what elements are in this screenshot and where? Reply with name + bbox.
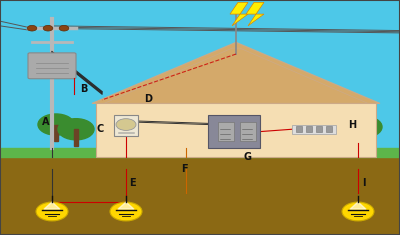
Bar (0, 148, 400, 157)
Polygon shape (92, 42, 380, 103)
Circle shape (58, 119, 94, 140)
Polygon shape (246, 2, 264, 26)
Circle shape (116, 119, 136, 130)
Bar (326, 126, 332, 132)
Text: C: C (96, 124, 104, 134)
Polygon shape (44, 202, 60, 209)
Bar (0, 0, 400, 157)
Text: D: D (144, 94, 152, 104)
Circle shape (302, 114, 338, 135)
Bar (306, 126, 312, 132)
Circle shape (59, 25, 69, 31)
Text: F: F (181, 164, 187, 174)
Circle shape (38, 114, 74, 135)
Polygon shape (350, 202, 366, 209)
Bar (240, 122, 256, 141)
Bar (218, 122, 234, 141)
Bar (96, 103, 376, 157)
Text: A: A (42, 117, 50, 127)
FancyBboxPatch shape (28, 53, 76, 79)
Circle shape (346, 116, 382, 137)
Circle shape (110, 202, 142, 221)
Bar (296, 126, 302, 132)
Circle shape (342, 202, 374, 221)
Bar (318, 125, 322, 141)
Circle shape (326, 112, 362, 133)
Bar (316, 126, 322, 132)
Text: G: G (244, 153, 252, 162)
Circle shape (43, 25, 53, 31)
Text: I: I (362, 178, 366, 188)
Text: E: E (129, 178, 135, 188)
Bar (54, 125, 58, 141)
Text: H: H (348, 120, 356, 129)
Bar (342, 122, 346, 139)
Circle shape (27, 25, 37, 31)
Bar (0, 157, 400, 235)
Bar (74, 129, 78, 146)
Circle shape (36, 202, 68, 221)
Bar (362, 127, 366, 143)
Bar (208, 115, 260, 148)
Bar (292, 125, 336, 134)
Polygon shape (118, 202, 134, 209)
Polygon shape (230, 2, 248, 26)
Text: B: B (80, 84, 88, 94)
Bar (114, 115, 138, 136)
